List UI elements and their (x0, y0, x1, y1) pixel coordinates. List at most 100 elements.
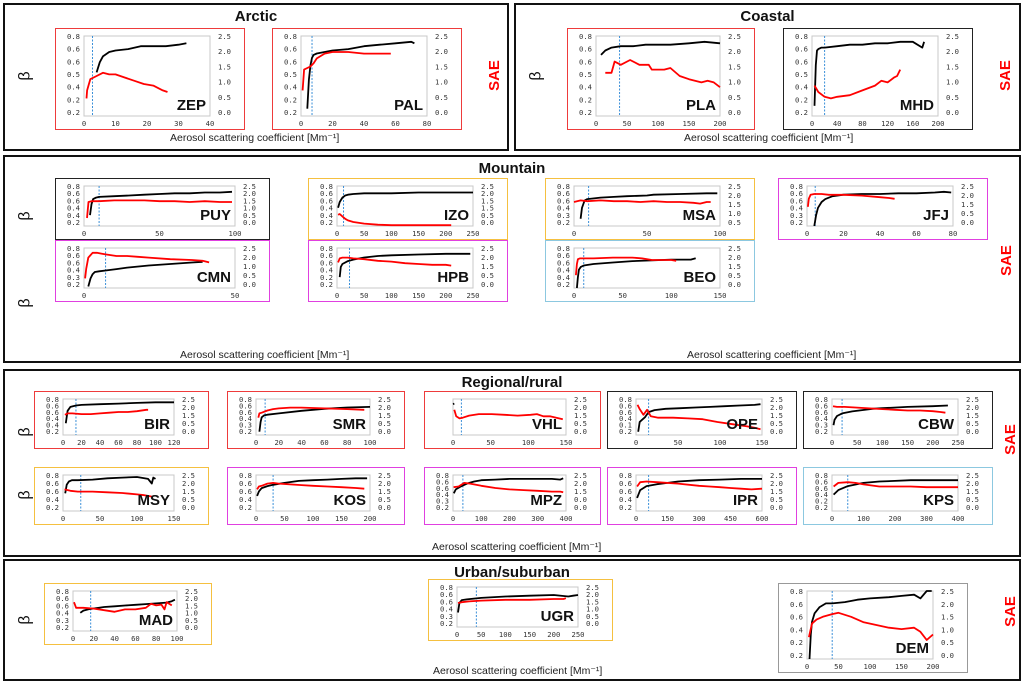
x-tick-label: 50 (231, 291, 240, 300)
beta-series-line (338, 252, 471, 278)
y-right-tick-label: 2.0 (574, 479, 587, 488)
chart-svg: 0 50 100 1500.80.60.60.40.10.22.52.01.50.50… (619, 395, 783, 447)
y-left-tick-label: 0.5 (284, 70, 297, 79)
y-left-tick-label: 0.6 (67, 189, 80, 198)
x-tick-label: 400 (560, 514, 573, 523)
y-right-tick-label: 0.0 (182, 427, 195, 436)
y-left-tick-label: 0.6 (557, 258, 570, 267)
y-right-tick-label: 2.5 (435, 32, 448, 41)
y-left-tick-label: 0.8 (440, 583, 453, 592)
y-left-tick-label: 0.6 (320, 196, 333, 205)
x-tick-label: 150 (661, 514, 674, 523)
y-left-tick-label: 0.6 (67, 45, 80, 54)
x-tick-label: 250 (467, 229, 480, 238)
y-right-tick-label: 0.5 (728, 271, 741, 280)
y-right-tick-label: 2.0 (946, 47, 959, 56)
station-label: BIR (144, 416, 170, 433)
y-right-tick-label: 2.0 (218, 47, 231, 56)
x-tick-label: 80 (133, 438, 142, 447)
x-tick-label: 200 (889, 514, 902, 523)
x-tick-label: 40 (96, 438, 105, 447)
y-right-tick-label: 1.5 (574, 411, 587, 420)
y-left-tick-label: 0.2 (284, 108, 297, 117)
x-tick-label: 100 (864, 662, 877, 671)
y-right-tick-label: 1.5 (728, 200, 741, 209)
y-right-tick-label: 2.5 (941, 587, 954, 596)
y-left-tick-label: 0.4 (56, 609, 69, 618)
y-left-tick-label: 0.4 (790, 625, 803, 634)
y-left-tick-label: 0.6 (46, 487, 59, 496)
y-left-tick-label: 0.6 (815, 477, 828, 486)
x-tick-label: 200 (439, 229, 452, 238)
y-left-tick-label: 0.6 (239, 479, 252, 488)
y-right-tick-label: 1.5 (586, 597, 599, 606)
y-left-tick-label: 0.6 (557, 251, 570, 260)
station-label: VHL (532, 416, 562, 433)
sae-series-line (453, 481, 564, 494)
x-tick-label: 50 (674, 438, 683, 447)
group-title-urban-suburban: Urban/suburban (454, 564, 570, 581)
y-left-tick-label: 0.6 (440, 597, 453, 606)
y-right-tick-label: 0.5 (243, 271, 256, 280)
y-right-tick-label: 2.5 (728, 244, 741, 253)
x-tick-label: 600 (756, 514, 769, 523)
y-left-tick-label: 0.6 (320, 189, 333, 198)
x-tick-label: 100 (652, 119, 665, 128)
x-tick-label: 0 (830, 514, 834, 523)
y-right-tick-label: 0.5 (946, 93, 959, 102)
beta-series-line (636, 477, 762, 499)
y-left-tick-label: 0.2 (67, 218, 80, 227)
station-label: UGR (541, 608, 575, 625)
chart-panel-dem: 0 50 100 150 200 0.8 0.6 0.6 0.4 0.2 0.2 2.5 2.0 1.5 1… (778, 583, 968, 673)
y-left-tick-label: 0.2 (557, 218, 570, 227)
x-tick-label: 200 (364, 514, 377, 523)
y-left-tick-label: 0.4 (579, 83, 592, 92)
y-right-tick-label: 1.0 (243, 204, 256, 213)
x-axis-label: Aerosol scattering coefficient [Mm⁻¹] (180, 349, 350, 361)
beta-axis-label: β (16, 490, 34, 500)
x-tick-label: 50 (155, 229, 164, 238)
y-right-tick-label: 0.0 (218, 108, 231, 117)
y-right-tick-label: 1.0 (728, 78, 741, 87)
y-right-tick-label: 0.5 (243, 211, 256, 220)
sae-series-line (453, 409, 564, 421)
y-right-tick-label: 2.5 (961, 182, 974, 191)
chart-panel-cbw: 0 50 100 150 200 250 0.8 0.6 0.6 0.4 0.3 0.2 2.5 2.0 1… (803, 391, 993, 449)
y-right-tick-label: 0.5 (728, 93, 741, 102)
x-tick-label: 150 (168, 514, 181, 523)
y-left-tick-label: 0.6 (284, 45, 297, 54)
y-left-tick-label: 0.4 (790, 204, 803, 213)
chart-panel-kos: 0 50 100 150 200 0.8 0.6 0.6 0.4 0.2 2.5 2.0 1.5 0.5 0… (227, 467, 405, 525)
beta-series-line (832, 404, 948, 426)
beta-series-line (452, 402, 455, 406)
beta-series-line (637, 403, 761, 432)
x-tick-label: 40 (110, 634, 119, 643)
y-left-tick-label: 0.8 (46, 471, 59, 480)
y-left-tick-label: 0.2 (436, 503, 449, 512)
y-right-tick-label: 2.5 (243, 244, 256, 253)
y-right-tick-label: 0.5 (586, 612, 599, 621)
plot-area (456, 586, 579, 628)
x-tick-label: 20 (89, 634, 98, 643)
chart-svg: 0 50 100 150 200 2500.80.60.60.40.30.22.52.01… (440, 583, 599, 639)
y-left-tick-label: 0.5 (67, 70, 80, 79)
group-title-mountain: Mountain (478, 160, 546, 177)
y-left-tick-label: 0.8 (320, 244, 333, 253)
y-right-tick-label: 2.0 (378, 479, 391, 488)
sae-axis-label: SAE (996, 60, 1014, 91)
chart-svg: 0 20 40 60 80 1000.80.60.60.40.30.22.52.01.51… (56, 587, 198, 643)
y-right-tick-label: 2.0 (941, 600, 954, 609)
y-left-tick-label: 0.4 (557, 273, 570, 282)
y-left-tick-label: 0.3 (436, 497, 449, 506)
y-right-tick-label: 2.0 (481, 253, 494, 262)
station-label: BEO (683, 269, 716, 286)
station-label: MAD (139, 612, 173, 629)
y-left-tick-label: 0.8 (67, 32, 80, 41)
y-left-tick-label: 0.5 (795, 70, 808, 79)
y-right-tick-label: 0.0 (574, 427, 587, 436)
x-tick-label: 0 (810, 119, 814, 128)
y-left-tick-label: 0.4 (239, 495, 252, 504)
chart-panel-mad: 0 20 40 60 80 100 0.8 0.6 0.6 0.4 0.3 0.2 2.5 2.0 1.5 1… (44, 583, 212, 645)
x-tick-label: 100 (171, 634, 184, 643)
y-left-tick-label: 0.2 (440, 619, 453, 628)
